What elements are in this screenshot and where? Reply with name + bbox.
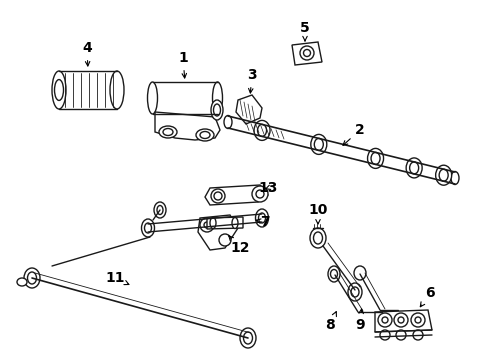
Circle shape <box>200 218 214 232</box>
Text: 7: 7 <box>256 215 270 229</box>
Text: 8: 8 <box>325 312 337 332</box>
Polygon shape <box>236 95 262 124</box>
Text: 10: 10 <box>308 203 328 224</box>
Ellipse shape <box>354 266 366 280</box>
Ellipse shape <box>54 80 64 100</box>
Text: 1: 1 <box>178 51 188 78</box>
Ellipse shape <box>210 217 216 229</box>
Ellipse shape <box>410 162 418 174</box>
Ellipse shape <box>224 116 232 129</box>
Ellipse shape <box>314 138 323 150</box>
Ellipse shape <box>196 129 214 141</box>
Ellipse shape <box>254 120 270 140</box>
Circle shape <box>394 313 408 327</box>
Ellipse shape <box>214 104 220 116</box>
Ellipse shape <box>258 125 267 136</box>
Ellipse shape <box>300 46 314 60</box>
Ellipse shape <box>154 202 166 218</box>
Polygon shape <box>292 42 322 65</box>
Ellipse shape <box>310 228 326 248</box>
Ellipse shape <box>110 71 124 109</box>
Ellipse shape <box>159 126 177 138</box>
Circle shape <box>378 313 392 327</box>
Ellipse shape <box>211 100 223 120</box>
Text: 12: 12 <box>229 236 250 255</box>
Circle shape <box>411 313 425 327</box>
Ellipse shape <box>163 129 173 135</box>
Ellipse shape <box>406 158 422 178</box>
Text: 13: 13 <box>258 181 278 195</box>
Ellipse shape <box>52 71 66 109</box>
Ellipse shape <box>232 217 238 229</box>
Text: 3: 3 <box>247 68 257 93</box>
Circle shape <box>219 234 231 246</box>
Ellipse shape <box>451 171 459 185</box>
Text: 2: 2 <box>343 123 365 145</box>
Circle shape <box>252 186 268 202</box>
Ellipse shape <box>371 152 380 165</box>
Circle shape <box>380 330 390 340</box>
Ellipse shape <box>348 283 362 301</box>
Ellipse shape <box>240 328 256 348</box>
Polygon shape <box>207 217 243 229</box>
Text: 9: 9 <box>355 309 365 332</box>
Circle shape <box>396 330 406 340</box>
Text: 6: 6 <box>420 286 435 307</box>
Ellipse shape <box>213 82 222 114</box>
Text: 5: 5 <box>300 21 310 41</box>
Circle shape <box>413 330 423 340</box>
Ellipse shape <box>255 209 269 227</box>
Ellipse shape <box>17 278 27 286</box>
Polygon shape <box>155 112 220 140</box>
Polygon shape <box>198 215 238 250</box>
Ellipse shape <box>311 134 327 154</box>
Polygon shape <box>205 185 268 205</box>
Circle shape <box>211 189 225 203</box>
Ellipse shape <box>24 268 40 288</box>
Text: 4: 4 <box>82 41 92 66</box>
Ellipse shape <box>200 131 210 139</box>
Ellipse shape <box>368 148 384 168</box>
Ellipse shape <box>436 165 452 185</box>
Ellipse shape <box>439 169 448 181</box>
Ellipse shape <box>328 266 340 282</box>
Ellipse shape <box>303 49 311 57</box>
Ellipse shape <box>142 219 154 237</box>
Ellipse shape <box>147 82 157 114</box>
Text: 11: 11 <box>105 271 129 285</box>
Polygon shape <box>375 310 432 332</box>
